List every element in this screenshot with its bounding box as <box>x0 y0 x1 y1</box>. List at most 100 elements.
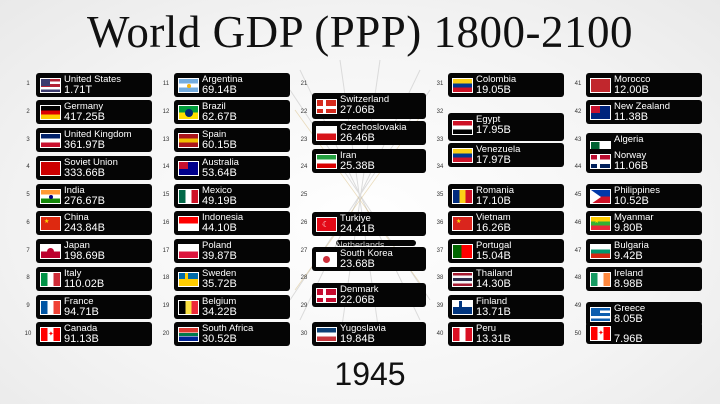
flag-icon <box>178 133 199 148</box>
gdp-value: 69.14B <box>202 84 237 96</box>
gdp-value: 11.38B <box>614 111 649 123</box>
country-name: Spain <box>202 129 227 140</box>
country-name: Brazil <box>202 101 226 112</box>
gdp-value: 62.67B <box>202 111 237 123</box>
flag-icon <box>316 252 337 267</box>
flag-icon <box>178 327 199 342</box>
country-card: Venezuela 17.97B <box>448 143 564 167</box>
rank-number: 29 <box>300 303 308 309</box>
gdp-value: 53.64B <box>202 167 237 179</box>
country-card: United States 1.71T <box>36 73 152 97</box>
rank-number: 45 <box>574 192 582 198</box>
country-name: New Zealand <box>614 101 670 112</box>
flag-icon <box>40 78 61 93</box>
country-name: Switzerland <box>340 94 390 105</box>
rank-number: 32 <box>436 108 444 115</box>
flag-icon <box>40 189 61 204</box>
rank-number: 10 <box>24 330 32 337</box>
flag-icon <box>590 272 611 287</box>
rank-number: 42 <box>574 108 582 115</box>
flag-icon <box>590 307 611 322</box>
gdp-value: 417.25B <box>64 111 105 123</box>
flag-icon <box>590 105 611 120</box>
gdp-value: 1.71T <box>64 84 93 96</box>
country-name: Sweden <box>202 268 237 279</box>
country-card: Spain 60.15B <box>174 128 290 152</box>
gdp-value: 34.22B <box>202 306 237 318</box>
gdp-value: 49.19B <box>202 195 237 207</box>
country-name: Venezuela <box>476 144 521 155</box>
gdp-value: 27.06B <box>340 104 375 116</box>
country-name: Myanmar <box>614 212 654 223</box>
flag-icon <box>178 244 199 259</box>
country-card: Yugoslavia 19.84B <box>312 322 426 346</box>
rank-number: 34 <box>436 164 444 171</box>
rank-number: 16 <box>162 219 170 226</box>
country-name: South Korea <box>340 248 393 259</box>
rank-number: 15 <box>162 192 170 198</box>
country-name: Peru <box>476 323 497 334</box>
country-card: ☾ Turkiye 24.41B <box>312 212 426 236</box>
country-card: New Zealand 11.38B <box>586 100 702 124</box>
country-card: Sweden 35.72B <box>174 267 290 291</box>
country-card: Indonesia 44.10B <box>174 211 290 235</box>
rank-number: 25 <box>300 192 308 198</box>
country-name: Turkiye <box>340 213 371 224</box>
country-name: Bulgaria <box>614 240 649 251</box>
flag-icon <box>590 244 611 259</box>
rank-number: 21 <box>300 81 308 87</box>
country-card: Mexico 49.19B <box>174 184 290 208</box>
country-card: South Africa 30.52B <box>174 322 290 346</box>
flag-icon: ✦ <box>40 327 61 342</box>
flag-icon: ★ <box>40 216 61 231</box>
chart-title: World GDP (PPP) 1800-2100 <box>87 7 633 57</box>
country-card: India 276.67B <box>36 184 152 208</box>
flag-icon <box>178 78 199 93</box>
country-card: Finland 13.71B <box>448 295 564 319</box>
rank-number: 3 <box>26 136 30 143</box>
country-name: Algeria <box>614 134 644 145</box>
flag-icon <box>316 288 337 303</box>
country-card: Belgium 34.22B <box>174 295 290 319</box>
country-card: Brazil 62.67B <box>174 100 290 124</box>
rank-number: 30 <box>300 330 308 337</box>
flag-icon <box>40 244 61 259</box>
flag-icon <box>178 105 199 120</box>
country-name: Mexico <box>202 185 233 196</box>
country-card: Bulgaria 9.42B <box>586 239 702 263</box>
country-card: Switzerland 27.06B <box>312 93 426 119</box>
country-card: Morocco 12.00B <box>586 73 702 97</box>
country-card: ✦ Canada 91.13B <box>36 322 152 346</box>
country-name: South Africa <box>202 323 254 334</box>
country-card: Denmark 22.06B <box>312 283 426 307</box>
rank-number: 28 <box>300 275 308 282</box>
flag-icon <box>590 154 611 169</box>
country-card: Ireland 8.98B <box>586 267 702 291</box>
gdp-value: 12.00B <box>614 84 649 96</box>
flag-icon <box>452 272 473 287</box>
flag-icon <box>590 78 611 93</box>
rank-number: 47 <box>574 247 582 254</box>
flag-icon <box>178 216 199 231</box>
gdp-value: 17.10B <box>476 195 511 207</box>
flag-icon <box>452 300 473 315</box>
flag-icon: ☾ <box>316 217 337 232</box>
country-card: Colombia 19.05B <box>448 73 564 97</box>
gdp-value: 91.13B <box>64 333 99 345</box>
rank-number: 17 <box>162 247 170 254</box>
country-card: Portugal 15.04B <box>448 239 564 263</box>
rank-number: 44 <box>574 164 582 171</box>
transition-card: Netherlands <box>336 240 416 246</box>
country-name: France <box>64 296 94 307</box>
country-card: Romania 17.10B <box>448 184 564 208</box>
country-card: Italy 110.02B <box>36 267 152 291</box>
country-name: Yugoslavia <box>340 323 386 334</box>
country-name: Denmark <box>340 284 379 295</box>
flag-icon <box>452 148 473 163</box>
rank-number: 24 <box>300 164 308 171</box>
rank-number: 22 <box>300 108 308 115</box>
gdp-value: 361.97B <box>64 139 105 151</box>
country-name: Philippines <box>614 185 660 196</box>
country-name: Ireland <box>614 268 644 279</box>
country-name: Canada <box>64 323 98 334</box>
